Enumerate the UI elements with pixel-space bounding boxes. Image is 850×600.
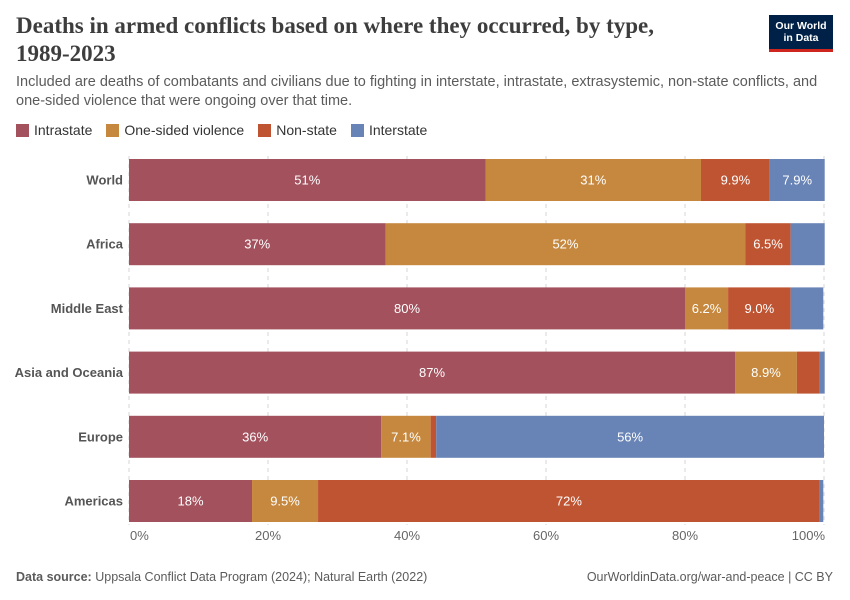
category-label-europe: Europe [78,429,123,444]
data-label-intrastate-europe: 36% [242,429,268,444]
data-source-text[interactable]: Uppsala Conflict Data Program (2024); Na… [95,570,428,584]
data-label-intrastate-americas: 18% [177,494,203,509]
data-label-one-sided-violence-americas: 9.5% [270,494,300,509]
bar-interstate-world [769,159,825,201]
data-label-intrastate-asia-and-oceania: 87% [419,365,445,380]
bar-one-sided-violence-europe [381,415,431,458]
legend-swatch-intrastate [16,123,29,137]
bar-one-sided-violence-world [485,159,701,201]
x-tick-label: 60% [533,528,559,543]
bar-non-state-africa [745,223,791,266]
legend-swatch-one-sided-violence [106,123,120,137]
x-tick-label: 20% [255,528,281,543]
data-label-intrastate-middle-east: 80% [394,301,420,316]
bar-one-sided-violence-americas [252,480,319,522]
legend-label-non-state: Non-state [276,122,337,138]
category-label-world: World [86,173,123,188]
data-label-non-state-africa: 6.5% [753,237,783,252]
legend-item-non-state[interactable]: Non-state [258,122,337,138]
bar-one-sided-violence-africa [385,223,746,266]
data-label-non-state-americas: 72% [556,494,582,509]
data-label-non-state-middle-east: 9.0% [745,301,775,316]
data-label-intrastate-africa: 37% [244,237,270,252]
category-label-africa: Africa [86,237,124,252]
bar-intrastate-africa [129,223,386,266]
data-label-interstate-europe: 56% [617,429,643,444]
bar-interstate-africa [790,223,825,266]
category-label-asia-and-oceania: Asia and Oceania [15,365,124,380]
data-source-label: Data source: [16,570,92,584]
bar-interstate-americas [819,480,824,522]
logo-line-1: Our World [775,20,827,32]
bar-non-state-asia-and-oceania [796,351,820,394]
data-label-interstate-world: 7.9% [782,173,812,188]
legend-item-one-sided-violence[interactable]: One-sided violence [106,122,244,138]
x-tick-label: 80% [672,528,698,543]
data-label-non-state-world: 9.9% [721,173,751,188]
bar-interstate-europe [436,415,824,458]
data-label-intrastate-world: 51% [294,173,320,188]
legend-swatch-non-state [258,123,272,137]
bar-one-sided-violence-asia-and-oceania [735,351,797,394]
bar-intrastate-asia-and-oceania [129,351,736,394]
chart-title: Deaths in armed conflicts based on where… [16,13,654,66]
legend-item-intrastate[interactable]: Intrastate [16,122,92,138]
data-label-one-sided-violence-asia-and-oceania: 8.9% [751,365,781,380]
category-label-americas: Americas [64,494,123,509]
category-label-middle-east: Middle East [51,301,124,316]
bar-one-sided-violence-middle-east [685,287,729,330]
credit-link[interactable]: OurWorldinData.org/war-and-peace | CC BY [586,570,833,584]
owid-logo[interactable]: Our World in Data [769,15,833,52]
bar-interstate-middle-east [790,287,824,330]
chart-subtitle: Included are deaths of combatants and ci… [16,74,818,109]
bar-intrastate-middle-east [129,287,685,330]
bar-non-state-americas [318,480,820,522]
bar-non-state-middle-east [728,287,791,330]
x-tick-label: 100% [792,528,826,543]
bar-intrastate-americas [129,480,253,522]
logo-line-2: in Data [783,32,819,44]
legend-item-interstate[interactable]: Interstate [350,122,428,138]
x-tick-label: 40% [394,528,420,543]
legend-label-intrastate: Intrastate [34,122,93,138]
legend-label-one-sided-violence: One-sided violence [124,122,245,138]
legend-label-interstate: Interstate [368,122,428,138]
legend-swatch-interstate [350,123,364,137]
bar-non-state-europe [430,415,437,458]
data-source: Data source: Uppsala Conflict Data Progr… [16,570,427,584]
bar-intrastate-world [129,159,486,201]
data-label-one-sided-violence-europe: 7.1% [391,429,421,444]
bar-non-state-world [700,159,770,201]
x-tick-label: 0% [130,528,149,543]
bar-intrastate-europe [129,415,382,458]
data-label-one-sided-violence-africa: 52% [552,237,578,252]
data-label-one-sided-violence-middle-east: 6.2% [692,301,722,316]
legend: Intrastate One-sided violence Non-state … [16,122,427,138]
data-label-one-sided-violence-world: 31% [580,173,606,188]
bar-interstate-asia-and-oceania [819,351,825,394]
